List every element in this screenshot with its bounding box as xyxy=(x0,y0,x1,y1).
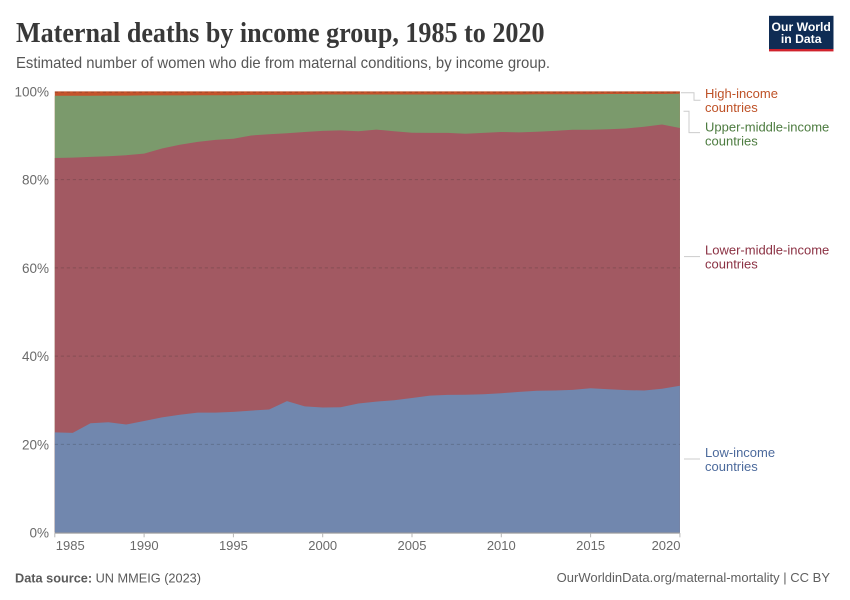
svg-text:Lower-middle-income: Lower-middle-income xyxy=(705,242,829,257)
svg-text:Our World: Our World xyxy=(772,20,831,34)
svg-text:1985: 1985 xyxy=(56,538,85,553)
svg-text:Upper-middle-income: Upper-middle-income xyxy=(705,120,829,135)
svg-text:2020: 2020 xyxy=(652,538,681,553)
svg-text:2005: 2005 xyxy=(398,538,427,553)
svg-text:100%: 100% xyxy=(14,84,49,99)
svg-text:Low-income: Low-income xyxy=(705,445,775,460)
svg-text:20%: 20% xyxy=(22,437,49,452)
svg-text:1990: 1990 xyxy=(130,538,159,553)
svg-text:80%: 80% xyxy=(22,173,49,188)
svg-text:countries: countries xyxy=(705,134,758,149)
svg-text:Estimated number of women who: Estimated number of women who die from m… xyxy=(16,55,550,72)
svg-text:OurWorldinData.org/maternal-mo: OurWorldinData.org/maternal-mortality | … xyxy=(557,570,831,585)
svg-text:40%: 40% xyxy=(22,349,49,364)
svg-text:countries: countries xyxy=(705,100,758,115)
svg-text:60%: 60% xyxy=(22,261,49,276)
svg-text:countries: countries xyxy=(705,459,758,474)
svg-text:Data source: UN MMEIG (2023): Data source: UN MMEIG (2023) xyxy=(15,570,201,585)
svg-text:2010: 2010 xyxy=(487,538,516,553)
svg-text:1995: 1995 xyxy=(219,538,248,553)
svg-text:0%: 0% xyxy=(29,526,49,541)
svg-text:2015: 2015 xyxy=(576,538,605,553)
svg-text:Maternal deaths by income grou: Maternal deaths by income group, 1985 to… xyxy=(16,17,545,49)
svg-text:2000: 2000 xyxy=(308,538,337,553)
svg-text:countries: countries xyxy=(705,256,758,271)
svg-text:High-income: High-income xyxy=(705,86,778,101)
svg-text:in Data: in Data xyxy=(781,32,822,46)
